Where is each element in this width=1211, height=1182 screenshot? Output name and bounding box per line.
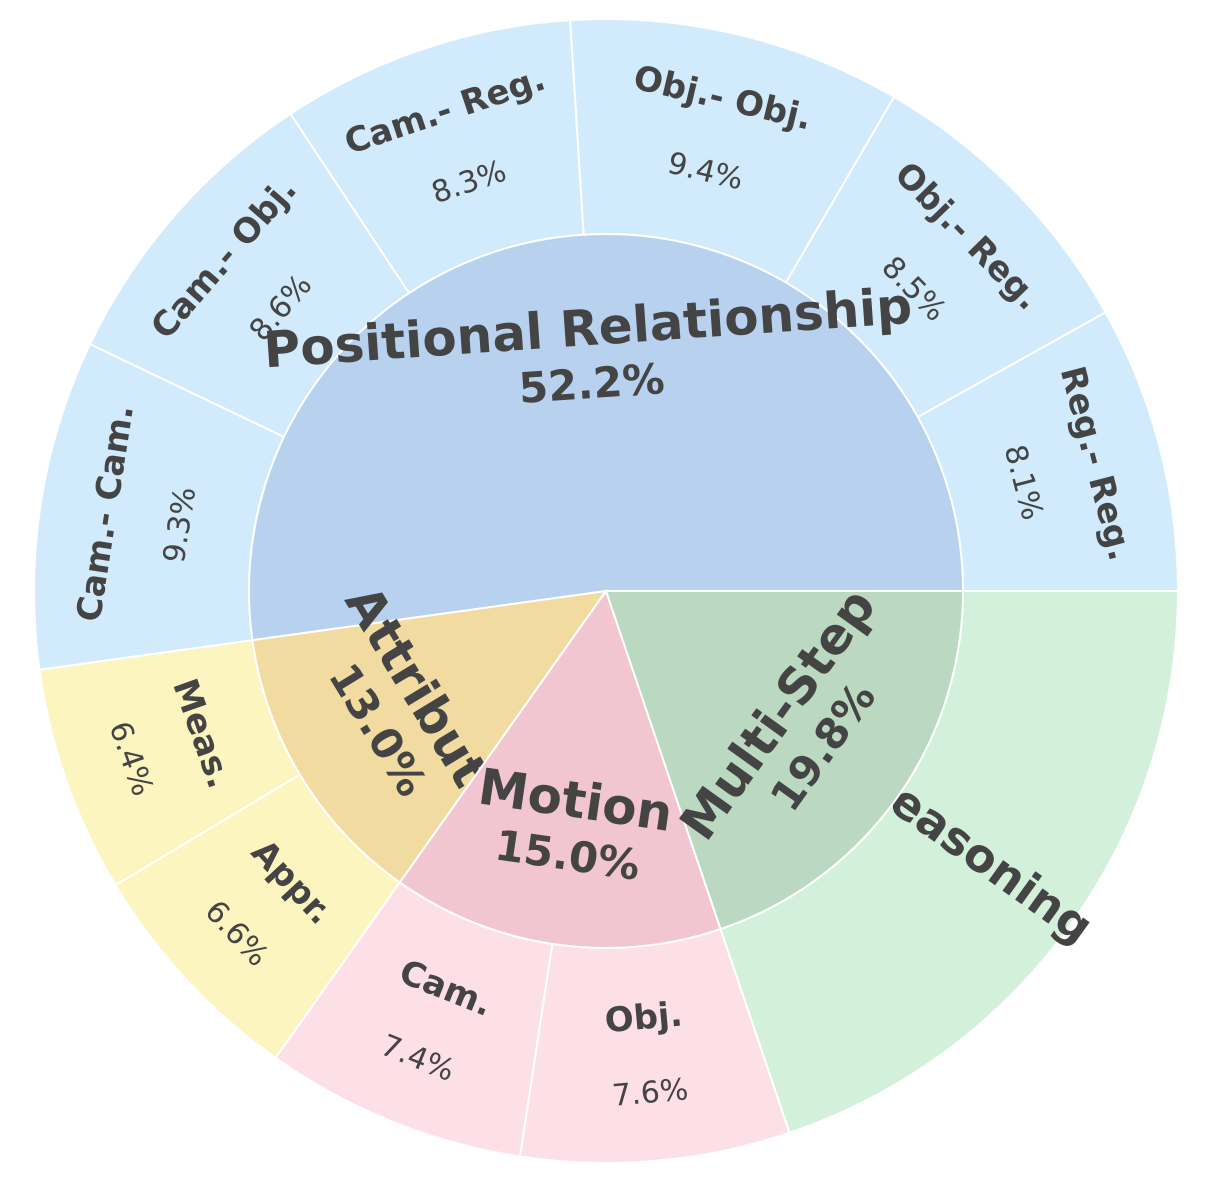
inner-segment-motion [398,588,722,949]
outer-percent-obj: 7.6% [611,1072,690,1114]
inner-segment-positional-relationship [248,233,965,642]
outer-label-obj: Obj. [603,995,684,1042]
inner-segment-attribute [251,589,609,884]
inner-percent-positional-relationship: 52.2% [517,354,666,413]
inner-segment-multi-step [604,590,965,931]
